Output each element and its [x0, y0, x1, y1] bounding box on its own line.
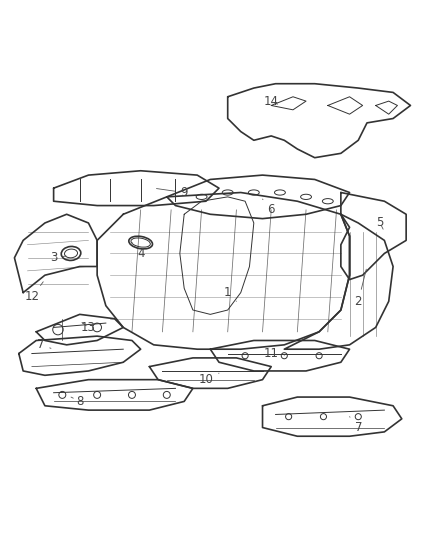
- Text: 14: 14: [264, 95, 279, 108]
- Text: 8: 8: [71, 395, 83, 408]
- Text: 10: 10: [198, 373, 219, 386]
- Text: 7: 7: [37, 338, 51, 351]
- Text: 2: 2: [354, 269, 366, 308]
- Text: 4: 4: [132, 243, 145, 260]
- Text: 7: 7: [350, 417, 362, 434]
- Text: 12: 12: [25, 282, 43, 303]
- Text: 6: 6: [262, 199, 275, 216]
- Text: 9: 9: [156, 186, 188, 199]
- Text: 11: 11: [264, 347, 284, 360]
- Text: 3: 3: [50, 251, 66, 264]
- Text: 1: 1: [224, 286, 237, 301]
- Text: 13: 13: [81, 321, 96, 334]
- Text: 5: 5: [376, 216, 384, 230]
